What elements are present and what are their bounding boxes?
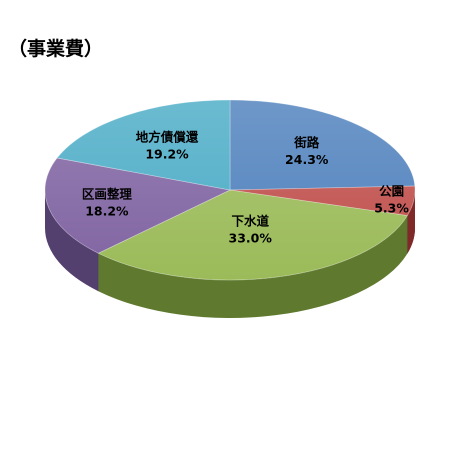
pie-gloss: [45, 100, 415, 280]
chart-title: （事業費）: [8, 38, 104, 60]
pie-side-公園: [407, 190, 415, 254]
data-label-街路: 街路 24.3%: [285, 135, 329, 167]
pie-side-下水道: [98, 215, 408, 319]
pie-side-区画整理: [45, 190, 99, 292]
data-label-公園: 公園 5.3%: [374, 184, 409, 216]
data-label-下水道: 下水道 33.0%: [229, 213, 273, 245]
data-label-地方債償還: 地方債償還 19.2%: [136, 130, 199, 162]
data-label-区画整理: 区画整理 18.2%: [82, 187, 133, 219]
